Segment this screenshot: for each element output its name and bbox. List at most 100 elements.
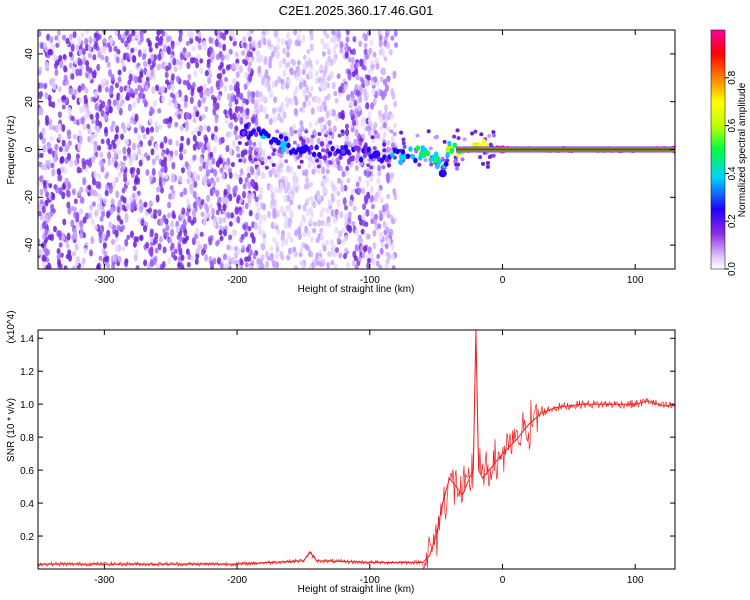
spectrogram-noise-cell xyxy=(234,207,239,215)
spectrogram-noise-cell xyxy=(119,93,124,101)
spectrogram-noise-cell xyxy=(194,140,199,147)
spectrogram-noise-cell xyxy=(269,90,274,99)
spectrogram-noise-cell xyxy=(307,91,312,98)
spectrogram-noise-cell xyxy=(197,99,202,108)
spectrogram-noise-cell xyxy=(200,198,205,206)
spectrogram-noise-cell xyxy=(46,33,51,41)
spectrogram-noise-cell xyxy=(321,101,326,107)
spectrogram-noise-cell xyxy=(304,176,309,184)
spectrogram-noise-cell xyxy=(276,170,281,179)
spectrogram-noise-cell xyxy=(345,30,350,36)
spectrogram-noise-cell xyxy=(99,47,104,54)
spectrogram-signal-cell xyxy=(330,145,335,152)
spectrogram-noise-cell xyxy=(61,234,66,242)
spectrogram-noise-cell xyxy=(272,208,277,216)
spectrogram-noise-cell xyxy=(135,31,140,40)
spectrogram-noise-cell xyxy=(367,118,372,124)
spectrogram-noise-cell xyxy=(370,211,375,219)
spectrogram-noise-cell xyxy=(79,220,84,228)
spectrogram-noise-cell xyxy=(338,86,343,94)
spectrogram-noise-cell xyxy=(179,52,184,61)
spectrogram-noise-cell xyxy=(168,155,173,163)
spectrogram-noise-cell xyxy=(316,105,321,113)
spectrogram-noise-cell xyxy=(308,217,313,225)
spectrogram-noise-cell xyxy=(198,244,203,250)
spectrogram-noise-cell xyxy=(256,167,261,173)
spectrogram-noise-cell xyxy=(96,63,101,72)
spectrogram-noise-cell xyxy=(187,73,192,81)
spectrogram-noise-cell xyxy=(87,127,92,135)
spectrogram-noise-cell xyxy=(57,98,62,104)
spectrogram-noise-cell xyxy=(170,175,175,183)
spectrogram-noise-cell xyxy=(164,71,169,79)
spectrogram-noise-cell xyxy=(96,207,101,215)
spectrogram-noise-cell xyxy=(353,99,358,107)
spectrogram-noise-cell xyxy=(266,79,271,88)
spectrogram-noise-cell xyxy=(317,96,322,104)
spectrogram-noise-cell xyxy=(361,212,366,221)
spectrogram-noise-cell xyxy=(112,99,117,107)
spectrogram-noise-cell xyxy=(209,151,214,159)
spectrogram-noise-cell xyxy=(92,71,97,79)
spectrogram-noise-cell xyxy=(346,177,351,184)
spectrogram-noise-cell xyxy=(285,147,290,155)
spectrogram-noise-cell xyxy=(327,119,332,127)
spectrogram-noise-cell xyxy=(286,61,291,68)
spectrogram-noise-cell xyxy=(354,264,359,269)
spectrogram-noise-cell xyxy=(173,66,178,73)
spectrogram-noise-cell xyxy=(321,51,326,57)
spectrogram-noise-cell xyxy=(267,60,272,69)
spectrogram-noise-cell xyxy=(319,209,324,218)
colorbar-gradient xyxy=(710,29,726,270)
spectrogram-noise-cell xyxy=(137,148,142,156)
spectrogram-noise-cell xyxy=(215,53,220,61)
spectrogram-noise-cell xyxy=(232,112,237,121)
spectrogram-noise-cell xyxy=(121,224,126,231)
spectrogram-noise-cell xyxy=(187,51,192,58)
spectrogram-noise-cell xyxy=(302,101,307,108)
spectrogram-noise-cell xyxy=(368,47,373,55)
spectrogram-noise-cell xyxy=(68,62,73,69)
spectrogram-noise-cell xyxy=(205,158,210,166)
spectrogram-noise-cell xyxy=(389,129,394,134)
spectrogram-noise-cell xyxy=(392,188,397,196)
spectrogram-noise-cell xyxy=(126,147,131,155)
snr-xtick-label: -200 xyxy=(227,575,247,586)
spectrogram-noise-cell xyxy=(208,46,213,54)
spectrogram-noise-cell xyxy=(310,107,315,115)
spectrogram-noise-cell xyxy=(256,257,261,265)
spectrogram-noise-cell xyxy=(282,47,287,55)
spectrogram-noise-cell xyxy=(369,185,374,194)
spectrogram-noise-cell xyxy=(242,58,247,65)
spectrogram-noise-cell xyxy=(344,234,349,242)
spectrogram-noise-cell xyxy=(90,236,95,245)
spectrogram-noise-cell xyxy=(301,214,306,223)
spectrogram-noise-cell xyxy=(105,171,110,178)
spectrogram-noise-cell xyxy=(215,209,220,216)
spectrogram-noise-cell xyxy=(109,206,114,215)
spectrogram-noise-cell xyxy=(286,254,291,261)
spectrogram-noise-cell xyxy=(246,50,251,58)
spectrogram-noise-cell xyxy=(347,211,352,219)
spectrogram-noise-cell xyxy=(308,265,313,269)
spectrogram-noise-cell xyxy=(42,261,47,269)
spectrogram-noise-cell xyxy=(343,213,348,222)
spectrogram-carrier-core xyxy=(456,148,675,151)
spectrogram-noise-cell xyxy=(485,164,490,169)
spectrogram-noise-cell xyxy=(70,43,75,52)
spectrogram-noise-cell xyxy=(380,241,385,249)
spectrogram-noise-cell xyxy=(156,209,161,215)
spectrogram-noise-cell xyxy=(42,42,47,49)
spectrogram-noise-cell xyxy=(394,42,399,48)
spectrogram-signal-cell xyxy=(243,123,249,130)
spectrogram-noise-cell xyxy=(191,237,196,246)
spectrogram-noise-cell xyxy=(220,54,225,62)
spectrogram-noise-cell xyxy=(275,50,280,58)
spectrogram-noise-cell xyxy=(44,213,49,221)
spectrogram-noise-cell xyxy=(294,229,299,237)
spectrogram-noise-cell xyxy=(87,52,92,59)
spectrogram-noise-cell xyxy=(175,75,180,83)
spectrogram-noise-cell xyxy=(95,112,100,120)
spectrogram-noise-cell xyxy=(213,134,218,143)
spectrogram-noise-cell xyxy=(294,265,299,269)
